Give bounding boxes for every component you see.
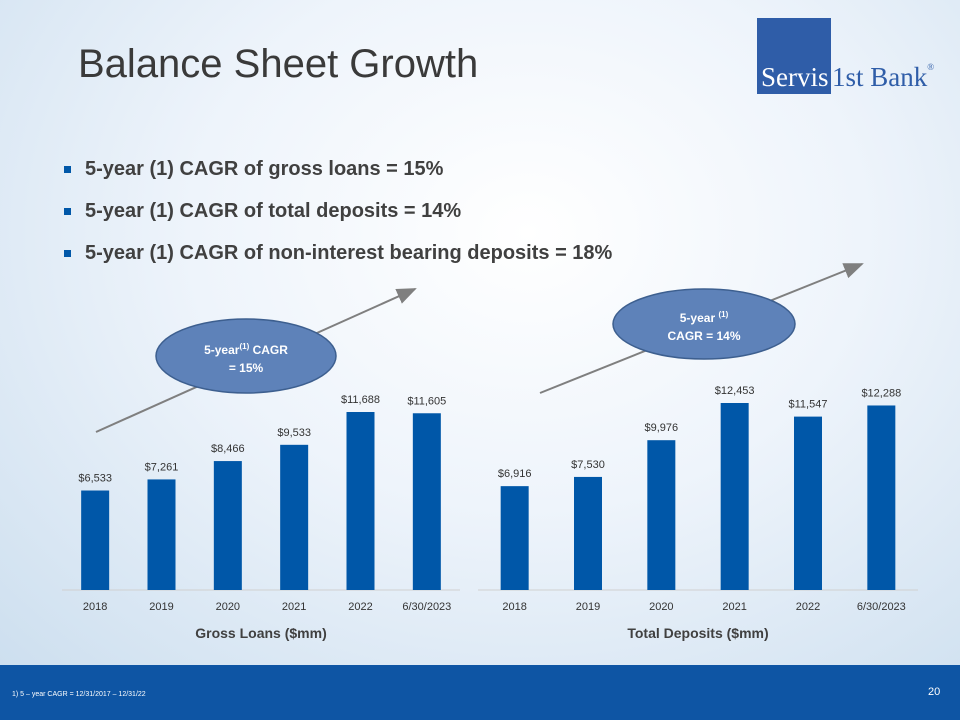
- loans-data-label: $6,533: [78, 473, 112, 485]
- callout-superscript: (1): [718, 310, 729, 319]
- loans-x-tick-label: 2021: [282, 601, 306, 613]
- loans-data-label: $11,605: [407, 395, 446, 407]
- logo-box: [757, 18, 831, 94]
- square-bullet-icon: [64, 207, 71, 215]
- deposits-callout-line2: CAGR = 14%: [667, 329, 741, 343]
- bullet-item: 5-year (1) CAGR of total deposits = 14%: [64, 190, 612, 232]
- deposits-bar: [867, 405, 896, 590]
- loans-bar: [412, 413, 441, 590]
- callout-text: CAGR: [252, 343, 288, 357]
- logo-bank-text: 1st Bank: [832, 62, 928, 92]
- bullet-text: 5-year (1) CAGR of total deposits = 14%: [85, 199, 462, 222]
- deposits-x-axis-title: Total Deposits ($mm): [627, 625, 768, 641]
- total-deposits-chart: $6,916 2018 $7,530 2019 $9,976 2020 $12,453 202…: [478, 385, 918, 641]
- loans-bar: [346, 412, 375, 590]
- logo-registered-mark: ®: [927, 62, 935, 72]
- deposits-callout-line1: 5-year (1): [614, 306, 794, 327]
- loans-data-label: $8,466: [211, 443, 245, 455]
- loans-x-tick-label: 2022: [348, 601, 372, 613]
- loans-data-label: $7,261: [145, 461, 179, 473]
- square-bullet-icon: [64, 165, 71, 173]
- bank-logo: Servis 1st Bank®: [757, 18, 935, 94]
- footer-bar: [0, 665, 960, 720]
- deposits-bar: [500, 486, 529, 590]
- deposits-bar: [720, 403, 749, 590]
- bullet-text: 5-year (1) CAGR of non-interest bearing …: [85, 241, 613, 264]
- bullet-list: 5-year (1) CAGR of gross loans = 15% 5-y…: [64, 148, 612, 274]
- deposits-cagr-callout: 5-year (1) CAGR = 14%: [614, 306, 794, 345]
- logo-word-servis: Servis: [761, 62, 829, 92]
- loans-data-label: $11,688: [341, 394, 380, 406]
- loans-bar: [213, 461, 242, 590]
- page-number: 20: [928, 686, 941, 698]
- deposits-x-tick-label: 2022: [796, 601, 820, 613]
- deposits-bar: [647, 440, 676, 590]
- loans-cagr-callout: 5-year(1) CAGR = 15%: [160, 338, 332, 377]
- callout-text: 5-year: [204, 343, 240, 357]
- loans-x-tick-label: 2019: [149, 601, 173, 613]
- deposits-bar: [794, 416, 822, 590]
- deposits-data-label: $11,547: [789, 399, 828, 411]
- deposits-cagr-oval: [612, 288, 796, 360]
- footnote: 1) 5 – year CAGR = 12/31/2017 – 12/31/22: [12, 691, 146, 698]
- loans-bar: [280, 444, 309, 590]
- deposits-x-tick-label: 2020: [649, 601, 673, 613]
- deposits-x-tick-label: 6/30/2023: [857, 601, 906, 613]
- square-bullet-icon: [64, 249, 71, 257]
- loans-callout-line1: 5-year(1) CAGR: [160, 338, 332, 359]
- bullet-text: 5-year (1) CAGR of gross loans = 15%: [85, 157, 444, 180]
- deposits-x-tick-label: 2021: [722, 601, 746, 613]
- loans-cagr-oval: [155, 318, 337, 394]
- loans-bar: [147, 479, 176, 590]
- deposits-x-tick-label: 2018: [502, 601, 526, 613]
- deposits-data-label: $6,916: [498, 468, 532, 480]
- bullet-item: 5-year (1) CAGR of non-interest bearing …: [64, 232, 612, 274]
- loans-bar: [81, 490, 110, 590]
- charts-canvas: $6,533 2018 $7,261 2019 $8,466 2020 $9,533 2021…: [62, 263, 918, 641]
- gross-loans-chart: $6,533 2018 $7,261 2019 $8,466 2020 $9,533 2021…: [62, 394, 460, 641]
- loans-x-tick-label: 2020: [216, 601, 240, 613]
- callout-text: 5-year: [679, 311, 716, 325]
- loans-data-label: $9,533: [277, 427, 311, 439]
- deposits-data-label: $9,976: [645, 422, 679, 434]
- callout-superscript: (1): [239, 342, 250, 351]
- logo-word-1st-bank: 1st Bank®: [832, 62, 934, 93]
- page-title: Balance Sheet Growth: [78, 42, 479, 86]
- loans-x-tick-label: 6/30/2023: [402, 601, 451, 613]
- deposits-data-label: $12,453: [715, 385, 755, 397]
- bullet-item: 5-year (1) CAGR of gross loans = 15%: [64, 148, 612, 190]
- deposits-x-tick-label: 2019: [576, 601, 600, 613]
- loans-callout-line2: = 15%: [228, 361, 264, 375]
- loans-x-tick-label: 2018: [83, 601, 107, 613]
- deposits-bar: [574, 476, 602, 590]
- deposits-data-label: $7,530: [571, 459, 605, 471]
- deposits-data-label: $12,288: [861, 387, 901, 399]
- loans-x-axis-title: Gross Loans ($mm): [195, 625, 326, 641]
